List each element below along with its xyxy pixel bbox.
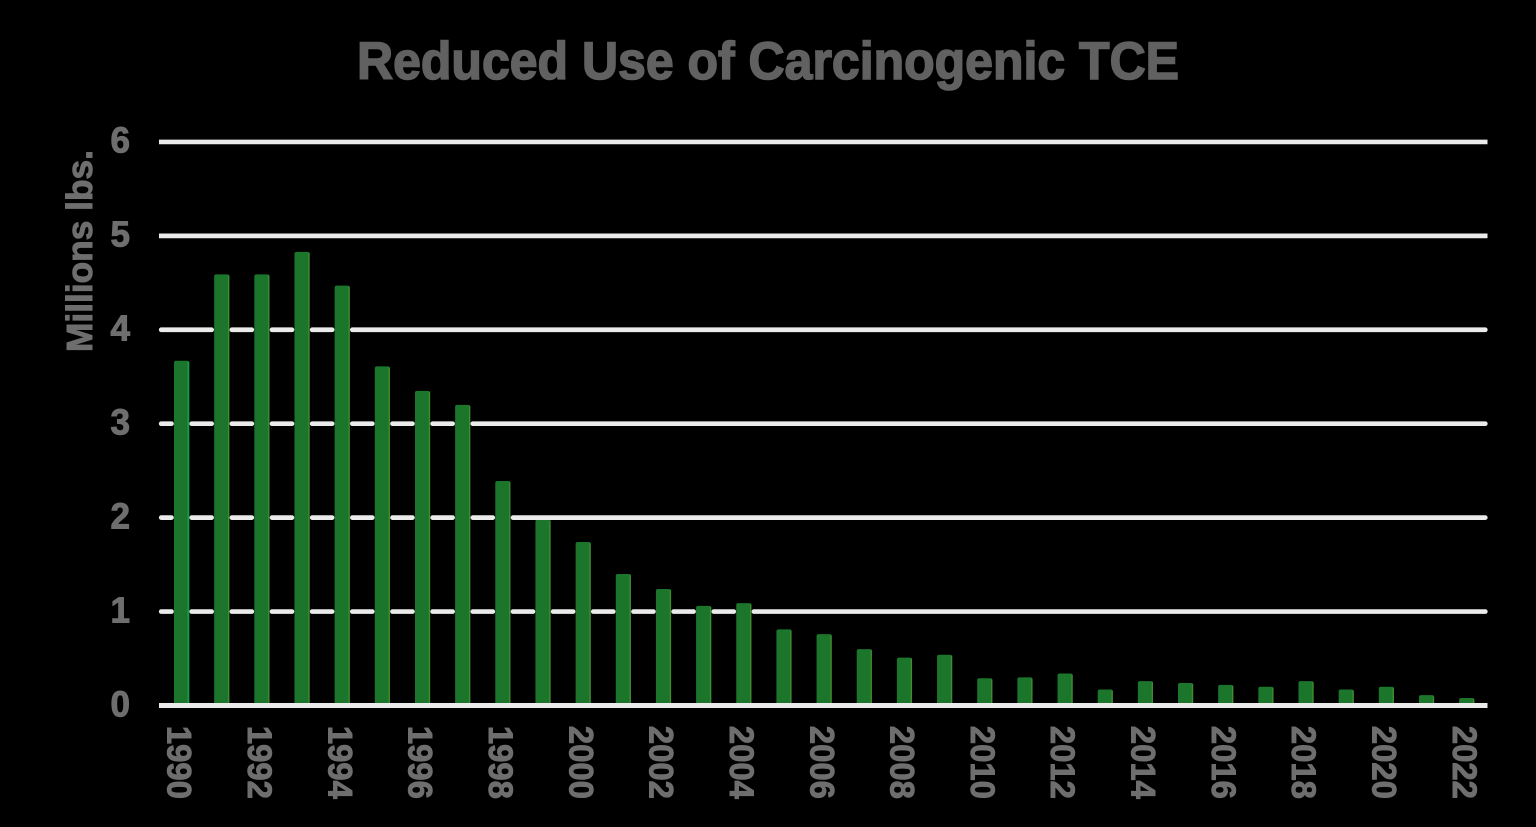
svg-text:1990: 1990 — [160, 726, 198, 799]
svg-text:2020: 2020 — [1365, 726, 1403, 799]
svg-text:2002: 2002 — [642, 726, 680, 799]
svg-text:1: 1 — [111, 590, 131, 630]
svg-text:5: 5 — [111, 215, 131, 255]
svg-text:4: 4 — [111, 309, 131, 349]
svg-text:1992: 1992 — [240, 726, 278, 799]
svg-text:0: 0 — [111, 684, 131, 724]
svg-text:2022: 2022 — [1445, 726, 1483, 799]
svg-text:1996: 1996 — [401, 726, 439, 799]
svg-text:2008: 2008 — [883, 726, 921, 799]
svg-text:2010: 2010 — [963, 726, 1001, 799]
svg-text:Reduced Use of Carcinogenic TC: Reduced Use of Carcinogenic TCE — [357, 32, 1179, 91]
svg-text:2018: 2018 — [1284, 726, 1322, 799]
svg-text:2012: 2012 — [1043, 726, 1081, 799]
svg-text:2016: 2016 — [1204, 726, 1242, 799]
svg-text:1998: 1998 — [481, 726, 519, 799]
svg-text:2000: 2000 — [561, 726, 599, 799]
svg-text:2014: 2014 — [1124, 726, 1162, 799]
svg-text:6: 6 — [111, 121, 131, 161]
svg-text:1994: 1994 — [320, 726, 358, 799]
svg-text:Millions lbs.: Millions lbs. — [59, 150, 100, 352]
svg-text:2006: 2006 — [802, 726, 840, 799]
svg-text:2: 2 — [111, 496, 131, 536]
svg-text:2004: 2004 — [722, 726, 760, 799]
svg-text:3: 3 — [111, 403, 131, 443]
